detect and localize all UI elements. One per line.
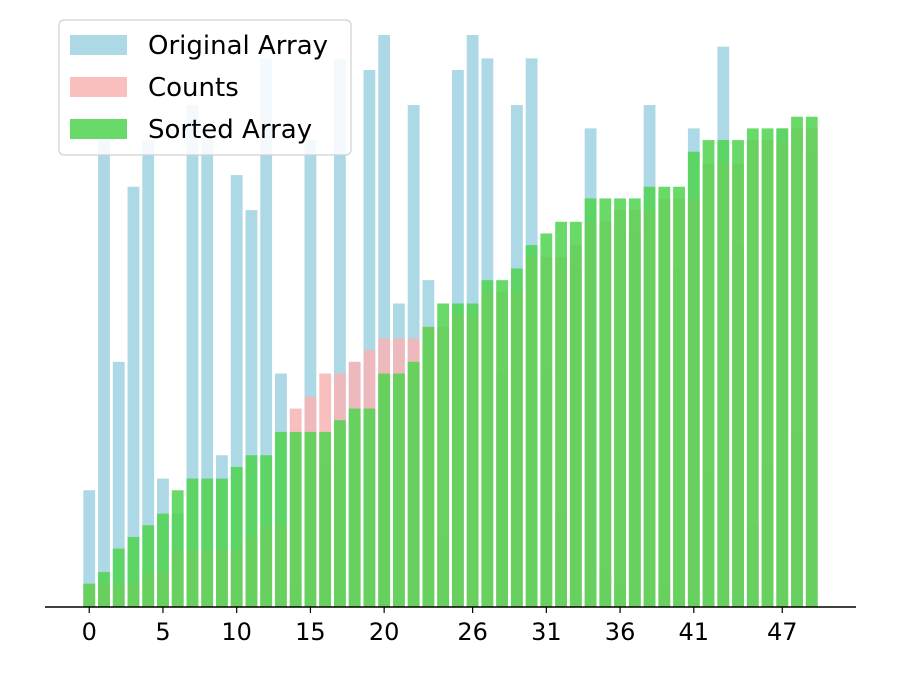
legend-swatch-counts: [70, 77, 127, 97]
sorted-array-bar-5: [157, 513, 169, 607]
sorted-array-bar-33: [569, 221, 582, 607]
x-tick-label-36: 36: [605, 618, 636, 646]
sorted-array-bar-27: [481, 280, 494, 607]
original-array-bar-2: [112, 361, 125, 607]
sorted-array-bar-36: [614, 198, 626, 607]
legend-box: [58, 19, 352, 156]
sorted-array-bar-4: [142, 525, 155, 607]
x-tick-label-15: 15: [295, 618, 326, 646]
sorted-array-bar-26: [466, 303, 479, 607]
x-tick-label-20: 20: [369, 618, 400, 646]
sorted-array-bar-29: [510, 268, 523, 607]
original-array-bar-3: [127, 186, 140, 607]
legend-label-counts: Counts: [148, 73, 239, 103]
sorted-array-bar-3: [127, 536, 140, 607]
sorted-array-bar-7: [186, 478, 199, 607]
original-array-bar-1: [98, 140, 110, 607]
sorted-array-bar-32: [555, 221, 567, 607]
sorted-array-bar-30: [525, 245, 538, 608]
sorted-array-bar-0: [83, 583, 96, 607]
original-array-bar-0: [83, 490, 96, 607]
sorted-array-bar-42: [702, 140, 715, 607]
sorted-array-bar-9: [216, 478, 228, 607]
sorted-array-bar-31: [540, 233, 553, 607]
sorted-array-bar-38: [643, 186, 656, 607]
sorted-array-bar-24: [437, 303, 450, 607]
x-tick-label-47: 47: [767, 618, 798, 646]
sorted-array-bar-34: [584, 198, 597, 607]
sorted-array-bar-23: [422, 326, 435, 607]
original-array-bar-17: [334, 58, 346, 608]
sorted-array-bar-6: [171, 490, 184, 607]
sorted-array-bar-35: [599, 198, 612, 607]
x-axis-ticks: 0 5 10 15 20 26 31 36 41 47: [82, 607, 798, 646]
plot-area: [83, 35, 818, 608]
sorted-array-bar-19: [363, 408, 376, 607]
original-array-bar-15: [304, 140, 317, 607]
legend: Original Array Counts Sorted Array: [58, 19, 352, 156]
sorted-array-bar-18: [348, 408, 361, 607]
sorted-array-bar-48: [791, 116, 803, 607]
x-tick-label-10: 10: [221, 618, 252, 646]
legend-swatch-original-array: [70, 35, 127, 55]
sorted-array-bar-28: [496, 280, 509, 607]
sorted-array-bar-45: [746, 128, 759, 607]
sorted-array-bar-16: [319, 431, 332, 607]
x-tick-label-0: 0: [82, 618, 97, 646]
sorted-array-bar-47: [776, 128, 789, 607]
original-array-bar-10: [230, 175, 243, 607]
sorted-array-bar-43: [717, 140, 730, 607]
original-array-bar-7: [186, 105, 199, 607]
sorted-array-bar-11: [245, 455, 258, 607]
original-array-bar-8: [201, 140, 214, 607]
sorted-array-bar-8: [201, 478, 214, 607]
sorted-array-bar-20: [378, 373, 391, 607]
x-tick-label-5: 5: [155, 618, 170, 646]
sorted-array-bar-13: [275, 431, 287, 607]
sorted-array-bar-15: [304, 431, 317, 607]
sorted-array-series: [83, 116, 818, 608]
sorted-array-bar-49: [805, 116, 818, 607]
sorted-array-bar-22: [407, 361, 420, 607]
sorted-array-bar-40: [673, 186, 685, 607]
sorted-array-bar-2: [112, 548, 125, 607]
sorted-array-bar-41: [687, 151, 700, 608]
sorted-array-bar-46: [761, 128, 774, 607]
sorted-array-bar-21: [392, 373, 405, 607]
sorted-array-bar-37: [628, 198, 641, 607]
legend-label-sorted-array: Sorted Array: [148, 115, 312, 145]
legend-label-original-array: Original Array: [148, 31, 328, 61]
sorted-array-bar-10: [230, 466, 243, 607]
legend-swatch-sorted-array: [70, 119, 127, 139]
original-array-bar-20: [378, 35, 391, 607]
x-tick-label-26: 26: [457, 618, 488, 646]
original-array-bar-4: [142, 140, 155, 607]
original-array-bar-12: [260, 58, 273, 608]
sorted-array-bar-25: [451, 303, 464, 607]
x-tick-label-31: 31: [531, 618, 562, 646]
x-tick-label-41: 41: [679, 618, 710, 646]
sorted-array-bar-12: [260, 455, 273, 607]
sorted-array-bar-39: [658, 186, 671, 607]
sorted-array-bar-1: [98, 571, 110, 607]
sorted-array-bar-17: [334, 420, 346, 607]
original-array-bar-11: [245, 210, 258, 607]
sorted-array-bar-44: [732, 140, 744, 607]
original-array-bar-19: [363, 70, 376, 608]
sorted-array-bar-14: [289, 431, 302, 607]
